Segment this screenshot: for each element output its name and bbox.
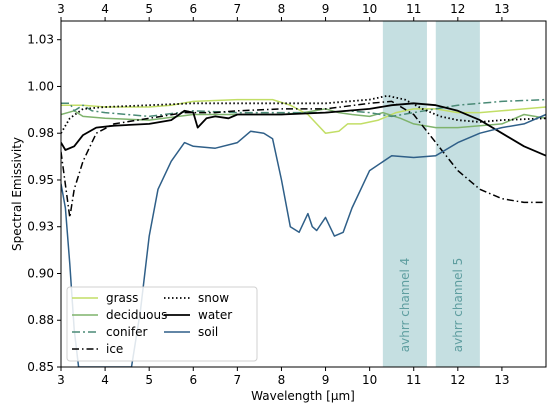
y-tick-label: 0.98	[27, 126, 54, 140]
y-axis-title: Spectral Emissivity	[10, 137, 24, 251]
legend-label-snow: snow	[198, 291, 229, 305]
x-tick-label-bottom: 6	[189, 373, 197, 387]
x-tick-label-top: 5	[145, 2, 153, 16]
y-tick-label: 0.88	[27, 313, 54, 327]
legend-label-deciduous: deciduous	[106, 308, 167, 322]
x-tick-label-bottom: 9	[322, 373, 330, 387]
y-tick-label: 0.85	[27, 360, 54, 374]
x-tick-label-top: 6	[189, 2, 197, 16]
x-tick-label-bottom: 3	[57, 373, 65, 387]
legend-label-water: water	[198, 308, 232, 322]
y-tick-label: 0.95	[27, 173, 54, 187]
x-tick-label-bottom: 4	[101, 373, 109, 387]
bands-layer: avhrr channel 4 avhrr channel 5	[382, 21, 480, 367]
band-label-1: avhrr channel 4	[398, 258, 412, 352]
x-tick-label-bottom: 10	[362, 373, 377, 387]
x-tick-label-top: 11	[406, 2, 421, 16]
x-tick-label-top: 8	[278, 2, 286, 16]
legend: grass deciduous conifer ice snow water soil	[66, 286, 258, 362]
series-line-grass	[61, 98, 546, 134]
band-label-2: avhrr channel 5	[451, 258, 465, 352]
x-tick-label-top: 4	[101, 2, 109, 16]
x-tick-label-top: 12	[450, 2, 465, 16]
legend-label-conifer: conifer	[106, 325, 147, 339]
legend-label-ice: ice	[106, 342, 123, 356]
x-tick-label-top: 13	[494, 2, 509, 16]
band-1	[382, 21, 427, 367]
y-tick-label: 0.93	[27, 220, 54, 234]
legend-label-soil: soil	[198, 325, 218, 339]
x-tick-label-bottom: 7	[234, 373, 242, 387]
series-line-conifer	[61, 98, 546, 118]
series-line-ice	[61, 100, 546, 219]
x-tick-label-top: 9	[322, 2, 330, 16]
x-tick-label-top: 10	[362, 2, 377, 16]
legend-box	[66, 286, 258, 362]
x-tick-label-bottom: 11	[406, 373, 421, 387]
y-tick-label: 1.00	[27, 79, 54, 93]
x-tick-label-bottom: 13	[494, 373, 509, 387]
plot-frame	[60, 20, 547, 368]
x-tick-label-bottom: 5	[145, 373, 153, 387]
x-tick-label-top: 3	[57, 2, 65, 16]
x-axis-title: Wavelength [μm]	[251, 389, 355, 403]
legend-label-grass: grass	[106, 291, 138, 305]
axes-layer: 3 3 4 4 5 5 6 6 7 7 8 8 9 9 10 10 11 11 12 12 13 13 0.85 0.88 0.…	[27, 2, 509, 387]
x-tick-label-bottom: 12	[450, 373, 465, 387]
x-tick-label-top: 7	[234, 2, 242, 16]
series-layer	[61, 94, 546, 367]
band-2	[435, 21, 480, 367]
series-line-water	[61, 102, 546, 157]
y-tick-label: 0.90	[27, 266, 54, 280]
y-tick-label: 1.03	[27, 33, 54, 47]
series-line-snow	[61, 94, 546, 134]
x-tick-label-bottom: 8	[278, 373, 286, 387]
